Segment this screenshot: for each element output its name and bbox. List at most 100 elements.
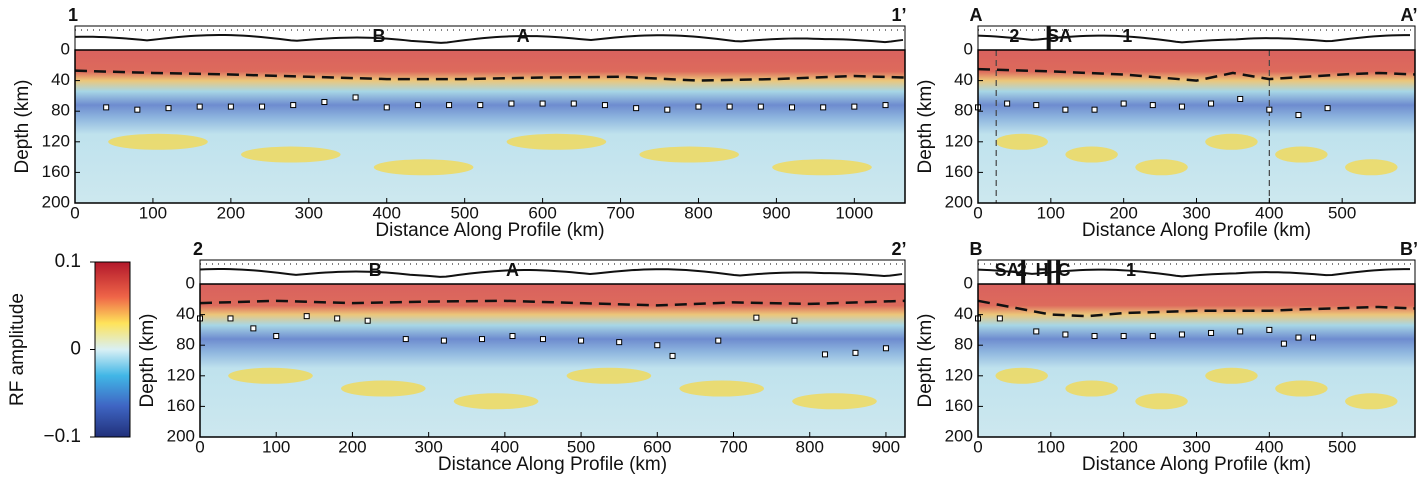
station-bar	[1046, 26, 1051, 50]
lab-marker	[757, 103, 764, 110]
lab-marker	[996, 315, 1003, 322]
y-tick-label: 0	[186, 273, 195, 292]
amplitude-patch	[1205, 367, 1258, 384]
lab-marker	[321, 99, 328, 106]
x-tick-label: 100	[1037, 203, 1065, 222]
x-tick-label: 100	[139, 203, 167, 222]
x-tick-label: 900	[872, 437, 900, 456]
lab-marker	[1237, 328, 1244, 335]
y-tick-label: 80	[954, 101, 973, 120]
amplitude-patch	[1345, 393, 1398, 410]
topography	[199, 268, 903, 278]
amplitude-patch	[679, 380, 764, 397]
amplitude-patch	[1275, 380, 1328, 397]
profile-annotation: SA	[995, 260, 1020, 280]
profile-annotation: 2	[1009, 26, 1019, 46]
lab-marker	[1033, 328, 1040, 335]
section-background	[200, 284, 905, 437]
lab-marker	[570, 100, 577, 107]
lab-marker	[134, 106, 141, 113]
amplitude-patch	[108, 133, 208, 150]
amplitude-patch	[639, 146, 739, 163]
lab-marker	[726, 103, 733, 110]
amplitude-patch	[1275, 146, 1328, 163]
amplitude-patch	[228, 367, 313, 384]
lab-marker	[414, 102, 421, 109]
amplitude-patch	[566, 367, 652, 384]
lab-marker	[539, 336, 546, 343]
lab-marker	[695, 103, 702, 110]
lab-marker	[1091, 106, 1098, 113]
y-tick-label: 160	[945, 162, 973, 181]
lab-marker	[852, 349, 859, 356]
lab-marker	[259, 103, 266, 110]
colorbar-tick-label: 0	[70, 339, 81, 360]
lab-marker	[1149, 333, 1156, 340]
x-axis-label: Distance Along Profile (km)	[1082, 220, 1311, 241]
x-tick-label: 400	[373, 203, 401, 222]
y-tick-label: 200	[167, 426, 195, 445]
x-tick-label: 400	[491, 437, 519, 456]
lab-marker	[1266, 106, 1273, 113]
y-axis-label: Depth (km)	[915, 80, 936, 174]
plot-frame	[199, 283, 906, 438]
lab-marker	[227, 103, 234, 110]
profile-annotation: 1	[1126, 260, 1136, 280]
amplitude-patch	[240, 146, 341, 163]
corner-label: 1’	[891, 5, 906, 25]
lab-marker	[1149, 102, 1156, 109]
lab-marker	[1208, 100, 1215, 107]
y-tick-label: 80	[51, 101, 70, 120]
amplitude-patch	[453, 393, 539, 410]
y-tick-label: 120	[945, 131, 973, 150]
x-tick-label: 200	[338, 437, 366, 456]
y-tick-label: 80	[176, 335, 195, 354]
amplitude-patch	[506, 133, 607, 150]
lab-marker	[290, 102, 297, 109]
lab-marker	[753, 314, 760, 321]
lab-marker	[633, 105, 640, 112]
lab-marker	[446, 102, 453, 109]
y-tick-label: 160	[167, 396, 195, 415]
amplitude-patch	[1345, 159, 1398, 176]
lab-marker	[1237, 95, 1244, 102]
lab-marker	[715, 337, 722, 344]
lab-marker	[165, 105, 172, 112]
lab-marker	[1178, 103, 1185, 110]
x-tick-label: 200	[1109, 437, 1137, 456]
lab-marker	[227, 315, 234, 322]
plot-frame	[74, 49, 906, 204]
corner-label: A	[970, 5, 983, 25]
lab-marker	[1310, 334, 1317, 341]
lab-marker	[1208, 329, 1215, 336]
y-axis-label: Depth (km)	[12, 80, 33, 174]
lab-marker	[1295, 112, 1302, 119]
y-axis-label: Depth (km)	[915, 314, 936, 408]
lab-marker	[273, 333, 280, 340]
lab-marker	[1091, 333, 1098, 340]
station-bar	[1047, 260, 1052, 284]
x-tick-label: 0	[70, 203, 79, 222]
lab-marker	[616, 339, 623, 346]
x-tick-label: 700	[719, 437, 747, 456]
x-tick-label: 100	[262, 437, 290, 456]
x-tick-label: 600	[528, 203, 556, 222]
x-axis-label: Distance Along Profile (km)	[375, 220, 604, 241]
lab-marker	[664, 106, 671, 113]
lab-marker	[821, 351, 828, 358]
amplitude-patch	[1205, 133, 1258, 150]
moho-line	[977, 67, 1416, 82]
x-tick-label: 600	[643, 437, 671, 456]
profile-annotation: H	[1036, 260, 1049, 280]
amplitude-patch	[1065, 146, 1118, 163]
lab-marker	[1266, 326, 1273, 333]
section-background	[978, 50, 1415, 203]
section-background	[75, 50, 905, 203]
profile-annotation: 2	[1017, 260, 1027, 280]
y-tick-label: 200	[945, 192, 973, 211]
y-tick-label: 160	[945, 396, 973, 415]
lab-marker	[477, 102, 484, 109]
amplitude-patch	[1135, 393, 1188, 410]
lab-marker	[1120, 333, 1127, 340]
